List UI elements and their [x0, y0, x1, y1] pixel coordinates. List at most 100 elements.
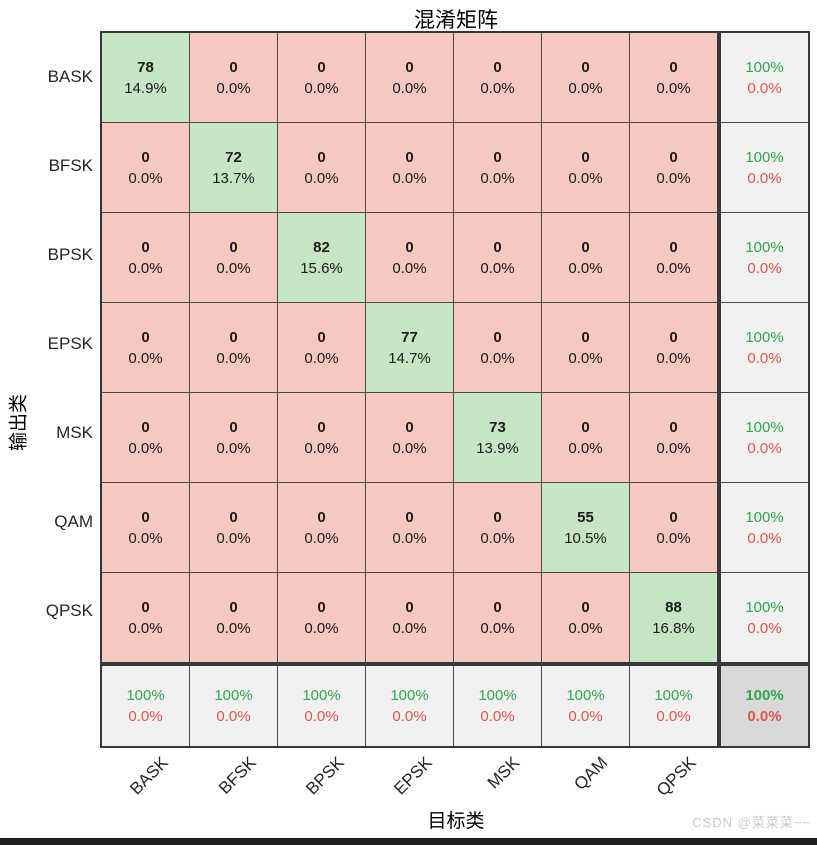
- bottom-window-edge: [0, 838, 817, 845]
- cell-value: 0: [229, 238, 238, 256]
- matrix-cell-BFSK-BPSK: 0 0.0%: [277, 122, 366, 213]
- cell-value: 0.0%: [656, 259, 691, 277]
- cell-value: 0: [405, 598, 414, 616]
- cell-value: 0.0%: [216, 259, 251, 277]
- matrix-cell-QAM-BASK: 0 0.0%: [100, 482, 190, 573]
- cell-value: 0: [581, 238, 590, 256]
- matrix-cell-QPSK-BPSK: 0 0.0%: [277, 572, 366, 665]
- cell-value: 0: [669, 418, 678, 436]
- cell-value: 0.0%: [480, 169, 515, 187]
- matrix-cell-MSK-MSK: 73 13.9%: [453, 392, 542, 483]
- column-summary-row: 100% 0.0% 100% 0.0% 100% 0.0% 100% 0.0% 100% 0.0%…: [100, 662, 810, 748]
- cell-value: 0.0%: [216, 439, 251, 457]
- cell-value: 0.0%: [304, 79, 339, 97]
- cell-value: 0.0%: [392, 439, 427, 457]
- cell-value: 0: [669, 58, 678, 76]
- cell-value: 0.0%: [480, 349, 515, 367]
- matrix-cell-EPSK-EPSK: 77 14.7%: [365, 302, 454, 393]
- matrix-cell-BFSK-QPSK: 0 0.0%: [629, 122, 720, 213]
- cell-value: 100%: [654, 687, 693, 704]
- matrix-cell-BASK-QPSK: 0 0.0%: [629, 31, 720, 123]
- cell-value: 0.0%: [392, 619, 427, 637]
- cell-value: 0: [493, 148, 502, 166]
- matrix-cell-BPSK-MSK: 0 0.0%: [453, 212, 542, 303]
- cell-value: 0: [229, 418, 238, 436]
- cell-value: 100%: [745, 148, 784, 166]
- cell-value: 0.0%: [216, 708, 251, 725]
- cell-value: 0.0%: [747, 619, 782, 637]
- cell-value: 0: [317, 508, 326, 526]
- matrix-cell-BPSK-BFSK: 0 0.0%: [189, 212, 278, 303]
- matrix-cell-BPSK-QPSK: 0 0.0%: [629, 212, 720, 303]
- matrix-cell-BFSK-MSK: 0 0.0%: [453, 122, 542, 213]
- cell-value: 0.0%: [480, 619, 515, 637]
- cell-value: 0.0%: [128, 619, 163, 637]
- cell-value: 0.0%: [747, 259, 782, 277]
- cell-value: 0.0%: [656, 349, 691, 367]
- cell-value: 100%: [478, 687, 517, 704]
- matrix-cell-EPSK-QPSK: 0 0.0%: [629, 302, 720, 393]
- matrix-cell-MSK-QPSK: 0 0.0%: [629, 392, 720, 483]
- row-label-MSK: MSK: [56, 423, 93, 442]
- cell-value: 0.0%: [480, 708, 515, 725]
- matrix-row: 0 0.0% 0 0.0% 0 0.0% 0 0.0% 73 13.9% 0 0.0% 0 0.0% 100…: [100, 392, 810, 483]
- matrix-cell-MSK-BFSK: 0 0.0%: [189, 392, 278, 483]
- tick-label-QAM: QAM: [570, 753, 612, 794]
- row-summary-cell-BFSK: 100% 0.0%: [717, 122, 810, 213]
- matrix-cell-EPSK-BASK: 0 0.0%: [100, 302, 190, 393]
- cell-value: 100%: [745, 58, 784, 76]
- row-summary-cell-EPSK: 100% 0.0%: [717, 302, 810, 393]
- matrix-cell-MSK-EPSK: 0 0.0%: [365, 392, 454, 483]
- cell-value: 0: [229, 598, 238, 616]
- matrix-cell-BFSK-QAM: 0 0.0%: [541, 122, 630, 213]
- cell-value: 0.0%: [568, 349, 603, 367]
- cell-value: 0.0%: [304, 619, 339, 637]
- cell-value: 100%: [745, 598, 784, 616]
- row-label-BFSK: BFSK: [48, 156, 93, 175]
- cell-value: 0: [317, 148, 326, 166]
- cell-value: 100%: [566, 687, 605, 704]
- cell-value: 0: [317, 418, 326, 436]
- cell-value: 0: [669, 328, 678, 346]
- matrix-cell-BPSK-BPSK: 82 15.6%: [277, 212, 366, 303]
- matrix-cell-QAM-QPSK: 0 0.0%: [629, 482, 720, 573]
- matrix-row: 78 14.9% 0 0.0% 0 0.0% 0 0.0% 0 0.0% 0 0.0% 0 0.0% 100…: [100, 31, 810, 123]
- matrix-cell-QPSK-MSK: 0 0.0%: [453, 572, 542, 665]
- cell-value: 0: [405, 508, 414, 526]
- cell-value: 14.7%: [388, 349, 431, 367]
- cell-value: 0.0%: [747, 529, 782, 547]
- cell-value: 0.0%: [128, 259, 163, 277]
- cell-value: 0: [581, 418, 590, 436]
- x-axis-label: 目标类: [427, 811, 485, 832]
- cell-value: 0.0%: [747, 349, 782, 367]
- cell-value: 0.0%: [747, 79, 782, 97]
- cell-value: 100%: [745, 328, 784, 346]
- matrix-cell-BPSK-BASK: 0 0.0%: [100, 212, 190, 303]
- cell-value: 0.0%: [747, 439, 782, 457]
- watermark-text: CSDN @菜菜菜~~: [692, 815, 811, 830]
- matrix-cell-BFSK-BFSK: 72 13.7%: [189, 122, 278, 213]
- matrix-cell-EPSK-QAM: 0 0.0%: [541, 302, 630, 393]
- matrix-cell-MSK-BPSK: 0 0.0%: [277, 392, 366, 483]
- cell-value: 0: [493, 328, 502, 346]
- cell-value: 0: [493, 238, 502, 256]
- matrix-cell-BPSK-QAM: 0 0.0%: [541, 212, 630, 303]
- cell-value: 82: [313, 238, 330, 256]
- matrix-cell-BASK-EPSK: 0 0.0%: [365, 31, 454, 123]
- col-summary-cell-QPSK: 100% 0.0%: [629, 662, 720, 748]
- cell-value: 0.0%: [656, 529, 691, 547]
- matrix-row: 0 0.0% 72 13.7% 0 0.0% 0 0.0% 0 0.0% 0 0.0% 0 0.0% 100…: [100, 122, 810, 213]
- cell-value: 0: [581, 58, 590, 76]
- cell-value: 100%: [302, 687, 341, 704]
- cell-value: 0: [141, 328, 150, 346]
- matrix-cell-QPSK-EPSK: 0 0.0%: [365, 572, 454, 665]
- cell-value: 0.0%: [568, 259, 603, 277]
- cell-value: 0.0%: [392, 529, 427, 547]
- matrix-row: 0 0.0% 0 0.0% 0 0.0% 0 0.0% 0 0.0% 55 10.5% 0 0.0% 100…: [100, 482, 810, 573]
- cell-value: 0.0%: [304, 169, 339, 187]
- matrix-row: 0 0.0% 0 0.0% 82 15.6% 0 0.0% 0 0.0% 0 0.0% 0 0.0% 100…: [100, 212, 810, 303]
- cell-value: 0.0%: [656, 169, 691, 187]
- cell-value: 0.0%: [392, 79, 427, 97]
- cell-value: 0: [493, 598, 502, 616]
- row-summary-cell-QAM: 100% 0.0%: [717, 482, 810, 573]
